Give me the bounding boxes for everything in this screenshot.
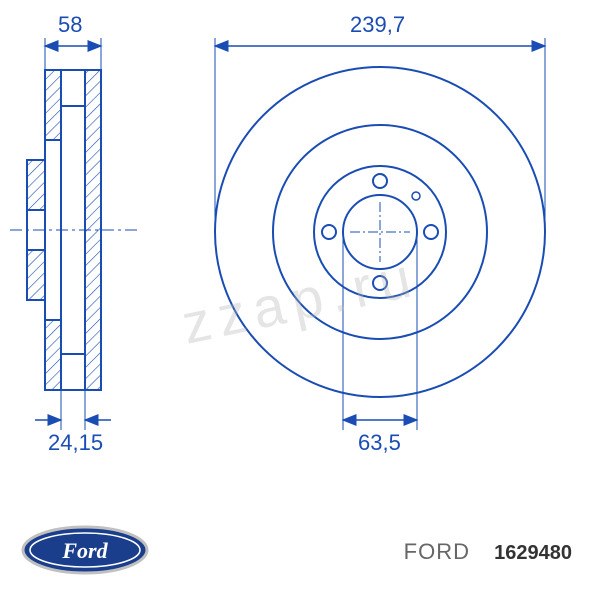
brand-name: FORD xyxy=(404,539,470,565)
logo-text: Ford xyxy=(61,538,108,563)
ford-logo-icon: Ford xyxy=(20,525,150,575)
front-view xyxy=(215,38,545,430)
technical-drawing-svg xyxy=(0,0,600,600)
dim-total-width: 58 xyxy=(58,12,82,38)
dim-center-bore: 63,5 xyxy=(358,430,401,456)
dim-inner-width: 24,15 xyxy=(48,430,103,456)
side-view xyxy=(10,38,140,430)
ford-logo: Ford xyxy=(20,525,150,580)
diagram-container: 58 24,15 239,7 63,5 zzap.ru Ford FORD 16… xyxy=(0,0,600,600)
part-number: 1629480 xyxy=(494,542,572,565)
dim-outer-diameter: 239,7 xyxy=(350,12,405,38)
